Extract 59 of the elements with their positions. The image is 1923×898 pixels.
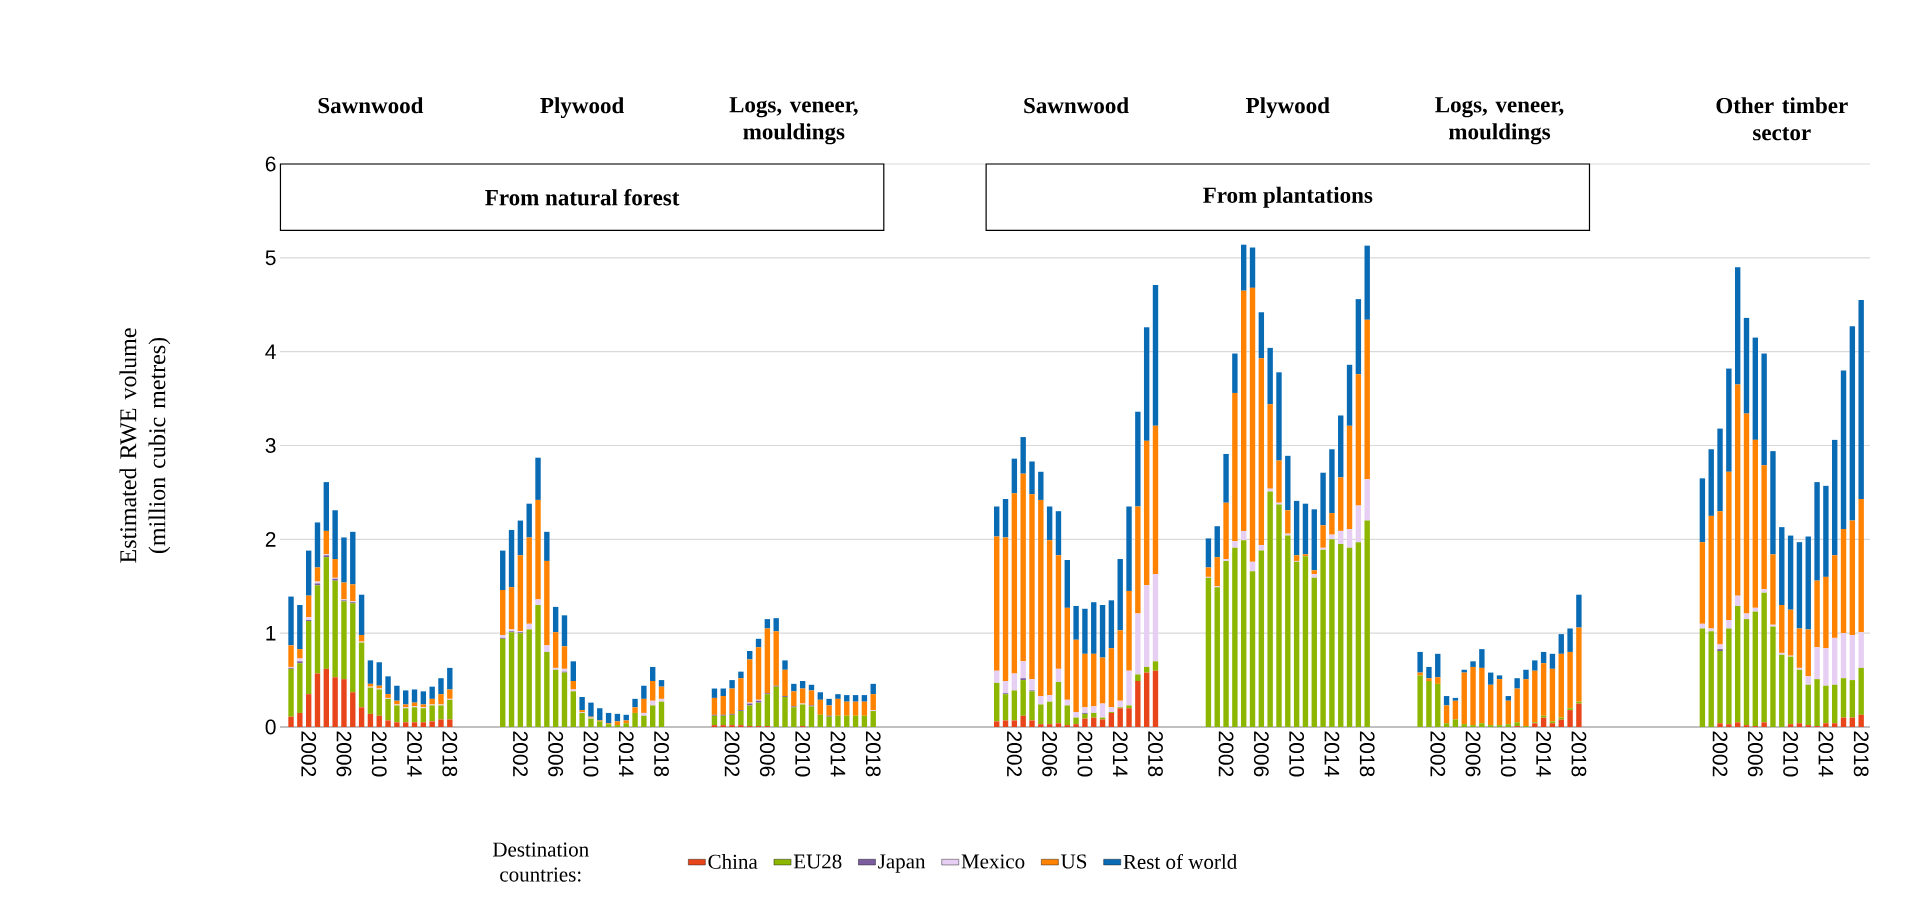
x-tick-label: 2018 [1148, 731, 1163, 777]
annotation: From natural forest [485, 188, 680, 206]
x-tick-label: 2018 [1359, 731, 1375, 777]
x-tick-label: 2006 [1465, 731, 1481, 777]
x-tick-label: 2010 [1289, 731, 1305, 777]
x-tick-label: 2002 [512, 731, 528, 777]
y-tick-label: 0 [265, 719, 276, 735]
legend-title: Destination countries: [492, 842, 589, 882]
x-tick-label: 2006 [548, 731, 564, 777]
x-tick-label: 2010 [1500, 731, 1516, 777]
text: Plywood [1246, 97, 1330, 119]
x-tick-label: 2014 [1112, 731, 1128, 777]
text: Logs, veneer, mouldings [729, 97, 858, 145]
x-tick-label: 2006 [759, 731, 775, 777]
legend-label: Japan [878, 854, 926, 873]
x-tick-label: 2018 [1853, 731, 1869, 777]
y-tick-label: 3 [265, 438, 276, 453]
x-tick-label: 2006 [336, 731, 352, 777]
x-tick-label: 2014 [1536, 731, 1552, 777]
legend-label: China [708, 854, 758, 869]
y-tick-label: 2 [265, 532, 276, 547]
legend-label: US [1061, 854, 1087, 869]
y-tick-label: 6 [265, 156, 276, 172]
text: Sawnwood [318, 97, 424, 114]
x-tick-label: 2014 [830, 731, 846, 777]
x-tick-label: 2010 [1077, 731, 1093, 777]
y-tick-label: 5 [265, 250, 276, 266]
x-tick-label: 2002 [1430, 731, 1446, 777]
x-tick-label: 2010 [583, 731, 599, 777]
x-tick-label: 2014 [618, 731, 634, 777]
x-tick-label: 2014 [407, 731, 422, 777]
text: Plywood [540, 97, 625, 119]
x-tick-label: 2002 [1006, 731, 1022, 777]
y-axis-title: Estimated RWE volume (million cubic metres) [119, 328, 171, 563]
x-tick-label: 2006 [1747, 731, 1763, 777]
x-tick-label: 2006 [1253, 731, 1269, 777]
x-tick-label: 2010 [371, 731, 387, 777]
legend-label: Mexico [961, 854, 1025, 869]
annotation: From plantations [1203, 186, 1373, 208]
x-tick-label: 2018 [865, 731, 881, 777]
x-tick-label: 2002 [724, 731, 740, 777]
x-tick-label: 2006 [1042, 731, 1058, 777]
text: Other timber sector [1716, 97, 1848, 141]
legend-label: Rest of world [1123, 853, 1237, 869]
x-tick-label: 2002 [1712, 731, 1728, 777]
x-tick-label: 2018 [442, 731, 458, 777]
text: Logs, veneer, mouldings [1435, 97, 1564, 145]
y-tick-label: 4 [265, 344, 276, 359]
x-tick-label: 2002 [1218, 731, 1234, 777]
x-tick-label: 2018 [1571, 731, 1587, 777]
y-tick-label: 1 [266, 625, 276, 641]
text: Sawnwood [1024, 97, 1129, 114]
x-tick-label: 2002 [301, 731, 317, 777]
x-tick-label: 2018 [654, 731, 669, 777]
x-tick-label: 2014 [1324, 731, 1340, 777]
x-tick-label: 2010 [795, 731, 811, 777]
x-tick-label: 2010 [1783, 731, 1799, 777]
legend-label: EU28 [793, 854, 842, 869]
x-tick-label: 2014 [1818, 731, 1834, 777]
